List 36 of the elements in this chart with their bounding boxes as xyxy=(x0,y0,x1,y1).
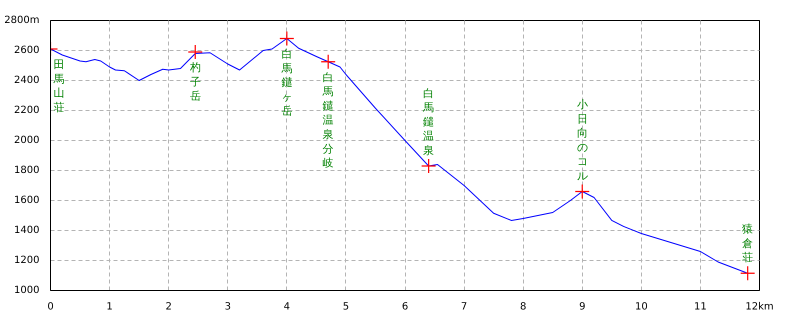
x-tick-label: 9 xyxy=(579,302,586,312)
point xyxy=(421,158,436,174)
x-tick-label: 7 xyxy=(460,302,468,312)
point xyxy=(740,266,756,281)
y-tick-label: 1600 xyxy=(14,195,40,206)
annotation: 白馬鑓ヶ岳 xyxy=(280,48,292,118)
x-tick-label: 3 xyxy=(224,302,231,312)
annotation: 白馬鑓温泉 xyxy=(422,86,434,157)
y-tick-label: 2800m xyxy=(4,15,40,26)
annotation: 田馬山荘 xyxy=(52,58,64,114)
x-tick-label: 11 xyxy=(694,302,707,312)
x-tick-label: 12km xyxy=(745,302,774,312)
x-tick-label: 0 xyxy=(47,302,54,312)
point xyxy=(279,30,294,46)
y-tick-label: 1400 xyxy=(14,225,40,236)
annotation: 杓子岳 xyxy=(188,61,201,103)
y-tick-label: 1200 xyxy=(14,255,40,266)
y-tick-label: 1800 xyxy=(14,165,40,176)
x-tick-label: 4 xyxy=(284,302,290,312)
point xyxy=(188,44,203,60)
y-tick-label: 2200 xyxy=(14,105,40,116)
x-tick-label: 8 xyxy=(520,302,526,312)
y-tick-label: 2400 xyxy=(14,75,40,86)
x-tick-label: 2 xyxy=(165,302,172,312)
x-tick-label: 1 xyxy=(106,302,113,312)
annotation: 猿倉荘 xyxy=(742,222,754,264)
x-tick-label: 5 xyxy=(342,302,350,312)
point xyxy=(320,54,336,70)
point xyxy=(574,184,590,200)
y-tick-label: 2600 xyxy=(14,45,40,56)
y-tick-label: 2000 xyxy=(14,135,40,146)
x-tick-label: 6 xyxy=(402,302,408,312)
annotation: 白馬鑓温泉分岐 xyxy=(322,70,334,170)
x-tick-label: 10 xyxy=(634,302,648,312)
y-tick-label: 1000 xyxy=(14,285,40,296)
annotation: 小日向のコル xyxy=(576,98,588,182)
